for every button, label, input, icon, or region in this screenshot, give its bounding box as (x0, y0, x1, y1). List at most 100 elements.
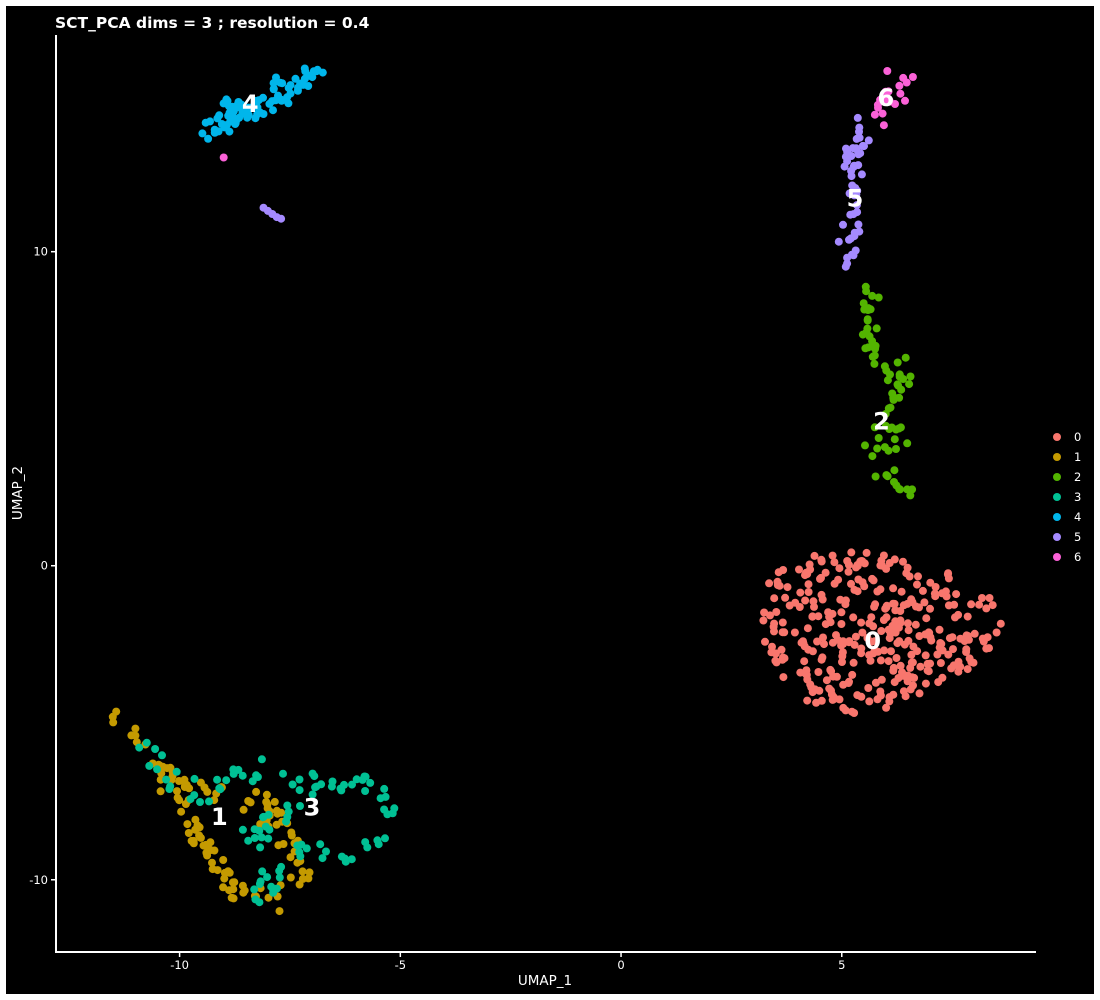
point-cluster-6 (874, 103, 882, 112)
point-cluster-0 (935, 625, 944, 634)
point-cluster-1 (177, 807, 186, 816)
point-cluster-5 (259, 203, 268, 212)
point-cluster-0 (882, 564, 891, 573)
point-cluster-5 (853, 113, 862, 122)
point-cluster-0 (921, 651, 930, 660)
point-cluster-0 (817, 590, 826, 599)
point-cluster-0 (944, 601, 953, 610)
point-cluster-3 (277, 862, 286, 871)
point-cluster-3 (158, 751, 166, 760)
point-cluster-3 (244, 836, 253, 845)
legend-key-5 (1053, 533, 1061, 541)
point-cluster-1 (203, 787, 212, 796)
point-cluster-0 (915, 689, 924, 698)
point-cluster-2 (873, 444, 882, 453)
point-cluster-0 (890, 678, 899, 687)
point-cluster-1 (244, 797, 253, 805)
point-cluster-0 (882, 613, 891, 622)
point-cluster-5 (847, 152, 856, 160)
point-cluster-0 (914, 572, 922, 581)
point-cluster-0 (847, 707, 856, 716)
point-cluster-0 (828, 551, 837, 560)
point-cluster-0 (801, 596, 810, 605)
point-cluster-1 (262, 790, 271, 799)
point-cluster-0 (870, 637, 879, 646)
point-cluster-1 (173, 793, 182, 802)
point-cluster-0 (770, 594, 779, 603)
point-cluster-6 (883, 67, 892, 75)
point-cluster-1 (252, 787, 261, 796)
point-cluster-0 (902, 569, 911, 578)
point-cluster-0 (825, 684, 834, 693)
point-cluster-0 (765, 579, 774, 588)
point-cluster-6 (878, 109, 887, 118)
point-cluster-3 (268, 884, 277, 893)
point-cluster-0 (874, 647, 882, 656)
point-cluster-5 (277, 214, 286, 223)
point-cluster-0 (967, 600, 976, 609)
point-cluster-0 (867, 613, 876, 622)
point-cluster-0 (830, 558, 839, 567)
point-cluster-0 (847, 548, 856, 557)
point-cluster-3 (295, 775, 304, 784)
point-cluster-2 (866, 305, 875, 314)
point-cluster-0 (907, 595, 916, 604)
point-cluster-0 (781, 593, 790, 602)
point-cluster-5 (856, 149, 865, 158)
point-cluster-1 (208, 858, 216, 867)
point-cluster-0 (964, 635, 973, 644)
point-cluster-3 (295, 786, 304, 795)
point-cluster-0 (982, 644, 991, 653)
point-cluster-0 (926, 578, 935, 587)
point-cluster-1 (225, 886, 234, 895)
point-cluster-0 (856, 557, 865, 566)
point-cluster-0 (841, 706, 850, 715)
point-cluster-1 (210, 846, 219, 855)
point-cluster-0 (806, 680, 815, 689)
point-cluster-3 (348, 780, 356, 789)
point-cluster-0 (802, 666, 811, 675)
point-cluster-0 (970, 629, 979, 638)
point-cluster-3 (352, 775, 361, 784)
point-cluster-0 (918, 586, 927, 595)
x-tick-label: 0 (617, 958, 624, 972)
point-cluster-3 (264, 834, 273, 843)
legend-label-4: 4 (1074, 510, 1081, 524)
point-cluster-3 (238, 825, 247, 834)
point-cluster-0 (880, 646, 889, 655)
point-cluster-0 (838, 648, 847, 657)
point-cluster-0 (885, 693, 894, 702)
point-cluster-2 (906, 372, 915, 381)
point-cluster-0 (975, 600, 984, 609)
point-cluster-0 (800, 657, 809, 666)
point-cluster-3 (251, 895, 260, 904)
point-cluster-2 (883, 376, 892, 385)
point-cluster-0 (915, 632, 924, 640)
point-cluster-5 (843, 259, 852, 268)
point-cluster-1 (127, 731, 136, 740)
point-cluster-4 (251, 114, 260, 123)
point-cluster-0 (804, 580, 813, 589)
point-cluster-1 (195, 831, 204, 840)
point-cluster-0 (824, 608, 833, 617)
point-cluster-1 (196, 778, 205, 787)
point-cluster-0 (848, 670, 857, 679)
point-cluster-0 (812, 698, 821, 707)
point-cluster-1 (175, 777, 183, 785)
point-cluster-0 (944, 569, 953, 578)
point-cluster-2 (894, 424, 903, 433)
point-cluster-1 (182, 780, 191, 789)
point-cluster-0 (834, 575, 843, 584)
point-cluster-0 (869, 576, 878, 585)
point-cluster-0 (814, 612, 823, 621)
point-cluster-0 (873, 587, 882, 596)
point-cluster-0 (865, 697, 874, 706)
point-cluster-0 (838, 658, 846, 666)
point-cluster-3 (361, 772, 370, 781)
point-cluster-2 (889, 395, 898, 404)
point-cluster-3 (229, 769, 238, 778)
point-cluster-0 (817, 573, 825, 582)
point-cluster-0 (922, 614, 931, 623)
point-cluster-2 (895, 485, 904, 493)
point-cluster-0 (938, 589, 947, 598)
